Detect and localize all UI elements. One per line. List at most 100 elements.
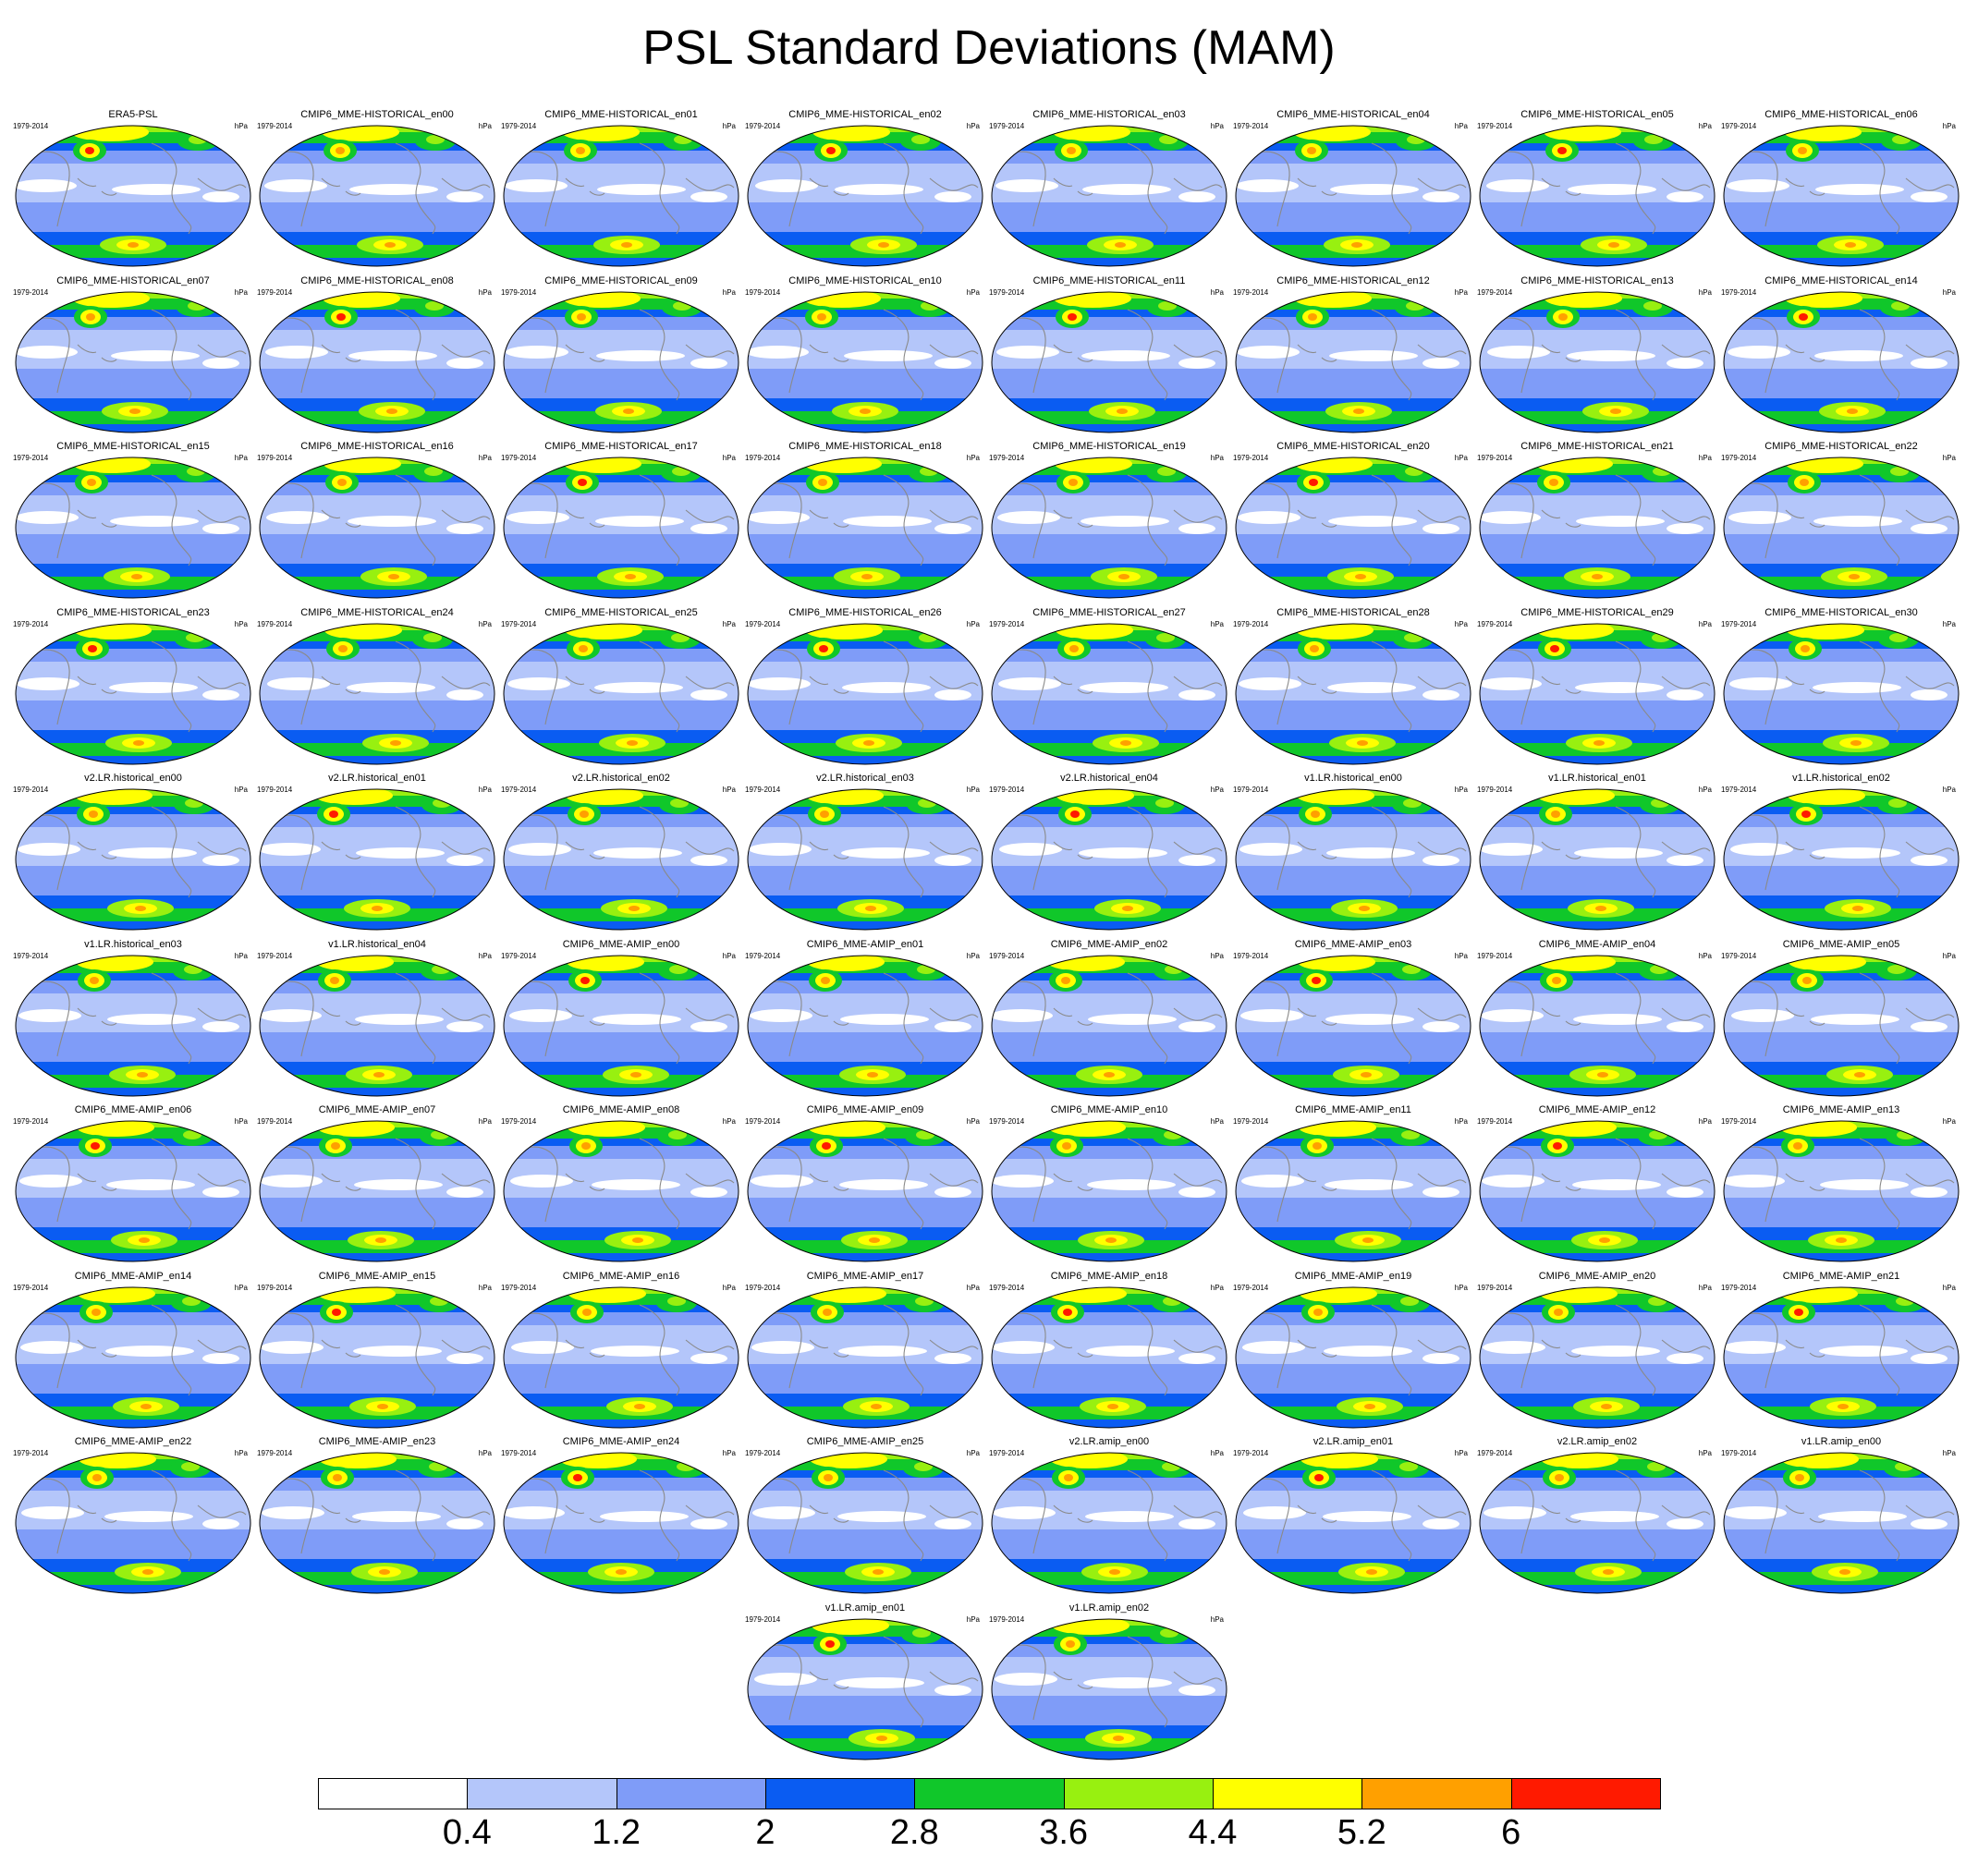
panel-title: CMIP6_MME-HISTORICAL_en14 bbox=[1764, 274, 1918, 286]
panel-years: 1979-2014 bbox=[1477, 951, 1513, 960]
panel-years: 1979-2014 bbox=[1477, 1283, 1513, 1292]
panel-years: 1979-2014 bbox=[1233, 287, 1269, 297]
panel-units: hPa bbox=[1698, 1117, 1712, 1126]
panel-units: hPa bbox=[1210, 122, 1224, 130]
panel-units: hPa bbox=[1698, 786, 1712, 794]
panel-units: hPa bbox=[1454, 1283, 1468, 1292]
world-map bbox=[1479, 623, 1715, 764]
panel-title: CMIP6_MME-HISTORICAL_en19 bbox=[1032, 441, 1186, 452]
panel-years: 1979-2014 bbox=[1477, 786, 1513, 794]
panel-units: hPa bbox=[478, 287, 492, 297]
panel-title: CMIP6_MME-HISTORICAL_en13 bbox=[1520, 274, 1674, 286]
map-panel: CMIP6_MME-HISTORICAL_en29 1979-2014 hPa bbox=[1475, 607, 1719, 768]
world-map bbox=[747, 788, 983, 931]
panel-units: hPa bbox=[1698, 1449, 1712, 1457]
panel-title: CMIP6_MME-AMIP_en15 bbox=[318, 1270, 436, 1282]
panel-years: 1979-2014 bbox=[257, 1449, 293, 1457]
panel-units: hPa bbox=[234, 454, 248, 462]
world-map bbox=[991, 1120, 1227, 1262]
panel-title: CMIP6_MME-AMIP_en06 bbox=[74, 1104, 192, 1115]
panel-title: CMIP6_MME-HISTORICAL_en22 bbox=[1764, 441, 1918, 452]
world-map bbox=[747, 955, 983, 1096]
world-map bbox=[259, 457, 495, 599]
panel-years: 1979-2014 bbox=[501, 454, 537, 462]
panel-title: CMIP6_MME-HISTORICAL_en02 bbox=[788, 109, 942, 120]
world-map bbox=[991, 788, 1227, 931]
panel-years: 1979-2014 bbox=[257, 287, 293, 297]
panel-units: hPa bbox=[1942, 1449, 1956, 1457]
panel-title: CMIP6_MME-AMIP_en17 bbox=[806, 1270, 924, 1282]
panel-years: 1979-2014 bbox=[1721, 619, 1757, 628]
panel-units: hPa bbox=[722, 122, 736, 130]
world-map bbox=[1235, 788, 1471, 931]
panel-title: CMIP6_MME-HISTORICAL_en29 bbox=[1520, 606, 1674, 618]
panel-title: v2.LR.historical_en04 bbox=[1060, 773, 1158, 784]
map-panel: CMIP6_MME-HISTORICAL_en01 1979-2014 hPa bbox=[499, 109, 743, 270]
map-panel: v2.LR.amip_en01 1979-2014 hPa bbox=[1231, 1436, 1475, 1597]
world-map bbox=[991, 955, 1227, 1096]
world-map bbox=[747, 1452, 983, 1594]
panel-units: hPa bbox=[722, 786, 736, 794]
panel-title: v1.LR.historical_en03 bbox=[84, 938, 182, 950]
panel-units: hPa bbox=[1210, 454, 1224, 462]
world-map bbox=[1479, 457, 1715, 599]
panel-units: hPa bbox=[478, 1449, 492, 1457]
colorbar-box bbox=[467, 1778, 617, 1809]
world-map bbox=[15, 788, 251, 931]
panel-units: hPa bbox=[722, 1449, 736, 1457]
map-panel: CMIP6_MME-AMIP_en17 1979-2014 hPa bbox=[743, 1271, 987, 1431]
panel-units: hPa bbox=[722, 454, 736, 462]
panel-title: v2.LR.historical_en02 bbox=[572, 773, 670, 784]
map-panel: CMIP6_MME-HISTORICAL_en23 1979-2014 hPa bbox=[11, 607, 255, 768]
world-map bbox=[747, 291, 983, 432]
world-map bbox=[15, 1286, 251, 1428]
map-panel: CMIP6_MME-HISTORICAL_en19 1979-2014 hPa bbox=[987, 441, 1231, 602]
colorbar-label: 0.4 bbox=[442, 1813, 492, 1852]
map-panel: CMIP6_MME-HISTORICAL_en30 1979-2014 hPa bbox=[1719, 607, 1963, 768]
map-panel: CMIP6_MME-HISTORICAL_en08 1979-2014 hPa bbox=[255, 275, 499, 436]
panel-years: 1979-2014 bbox=[989, 951, 1025, 960]
panel-title: CMIP6_MME-HISTORICAL_en16 bbox=[300, 441, 454, 452]
panel-units: hPa bbox=[1210, 1117, 1224, 1126]
world-map bbox=[15, 623, 251, 764]
world-map bbox=[15, 125, 251, 267]
panel-years: 1979-2014 bbox=[1233, 619, 1269, 628]
panel-title: CMIP6_MME-AMIP_en08 bbox=[562, 1104, 680, 1115]
panel-years: 1979-2014 bbox=[1721, 1449, 1757, 1457]
map-panel: CMIP6_MME-AMIP_en01 1979-2014 hPa bbox=[743, 939, 987, 1100]
panel-years: 1979-2014 bbox=[257, 122, 293, 130]
world-map bbox=[15, 457, 251, 599]
world-map bbox=[1235, 623, 1471, 764]
panel-units: hPa bbox=[722, 619, 736, 628]
panel-years: 1979-2014 bbox=[989, 287, 1025, 297]
panel-title: CMIP6_MME-AMIP_en12 bbox=[1538, 1104, 1656, 1115]
world-map bbox=[747, 1120, 983, 1262]
panel-title: CMIP6_MME-AMIP_en07 bbox=[318, 1104, 436, 1115]
panel-title: v1.LR.historical_en04 bbox=[328, 938, 426, 950]
panel-title: v1.LR.amip_en02 bbox=[1068, 1602, 1150, 1614]
map-panel: v1.LR.historical_en01 1979-2014 hPa bbox=[1475, 773, 1719, 933]
panel-units: hPa bbox=[1210, 1614, 1224, 1624]
world-map bbox=[259, 1452, 495, 1594]
panel-units: hPa bbox=[1698, 951, 1712, 960]
map-panel: CMIP6_MME-AMIP_en24 1979-2014 hPa bbox=[499, 1436, 743, 1597]
panel-years: 1979-2014 bbox=[13, 454, 49, 462]
colorbar bbox=[318, 1778, 1661, 1811]
panel-units: hPa bbox=[1454, 1449, 1468, 1457]
map-panel: CMIP6_MME-HISTORICAL_en04 1979-2014 hPa bbox=[1231, 109, 1475, 270]
map-panel: CMIP6_MME-AMIP_en14 1979-2014 hPa bbox=[11, 1271, 255, 1431]
panel-units: hPa bbox=[1698, 122, 1712, 130]
world-map bbox=[991, 1452, 1227, 1594]
colorbar-box bbox=[616, 1778, 766, 1809]
panel-years: 1979-2014 bbox=[1477, 619, 1513, 628]
panel-units: hPa bbox=[1454, 951, 1468, 960]
panel-units: hPa bbox=[1454, 122, 1468, 130]
map-panel: CMIP6_MME-HISTORICAL_en05 1979-2014 hPa bbox=[1475, 109, 1719, 270]
panel-title: CMIP6_MME-AMIP_en22 bbox=[74, 1436, 192, 1447]
map-panel: CMIP6_MME-HISTORICAL_en13 1979-2014 hPa bbox=[1475, 275, 1719, 436]
panel-title: CMIP6_MME-HISTORICAL_en01 bbox=[544, 109, 698, 120]
map-panel: v2.LR.historical_en02 1979-2014 hPa bbox=[499, 773, 743, 933]
panel-years: 1979-2014 bbox=[1721, 1117, 1757, 1126]
map-panel: v1.LR.historical_en00 1979-2014 hPa bbox=[1231, 773, 1475, 933]
panel-title: CMIP6_MME-HISTORICAL_en10 bbox=[788, 274, 942, 286]
